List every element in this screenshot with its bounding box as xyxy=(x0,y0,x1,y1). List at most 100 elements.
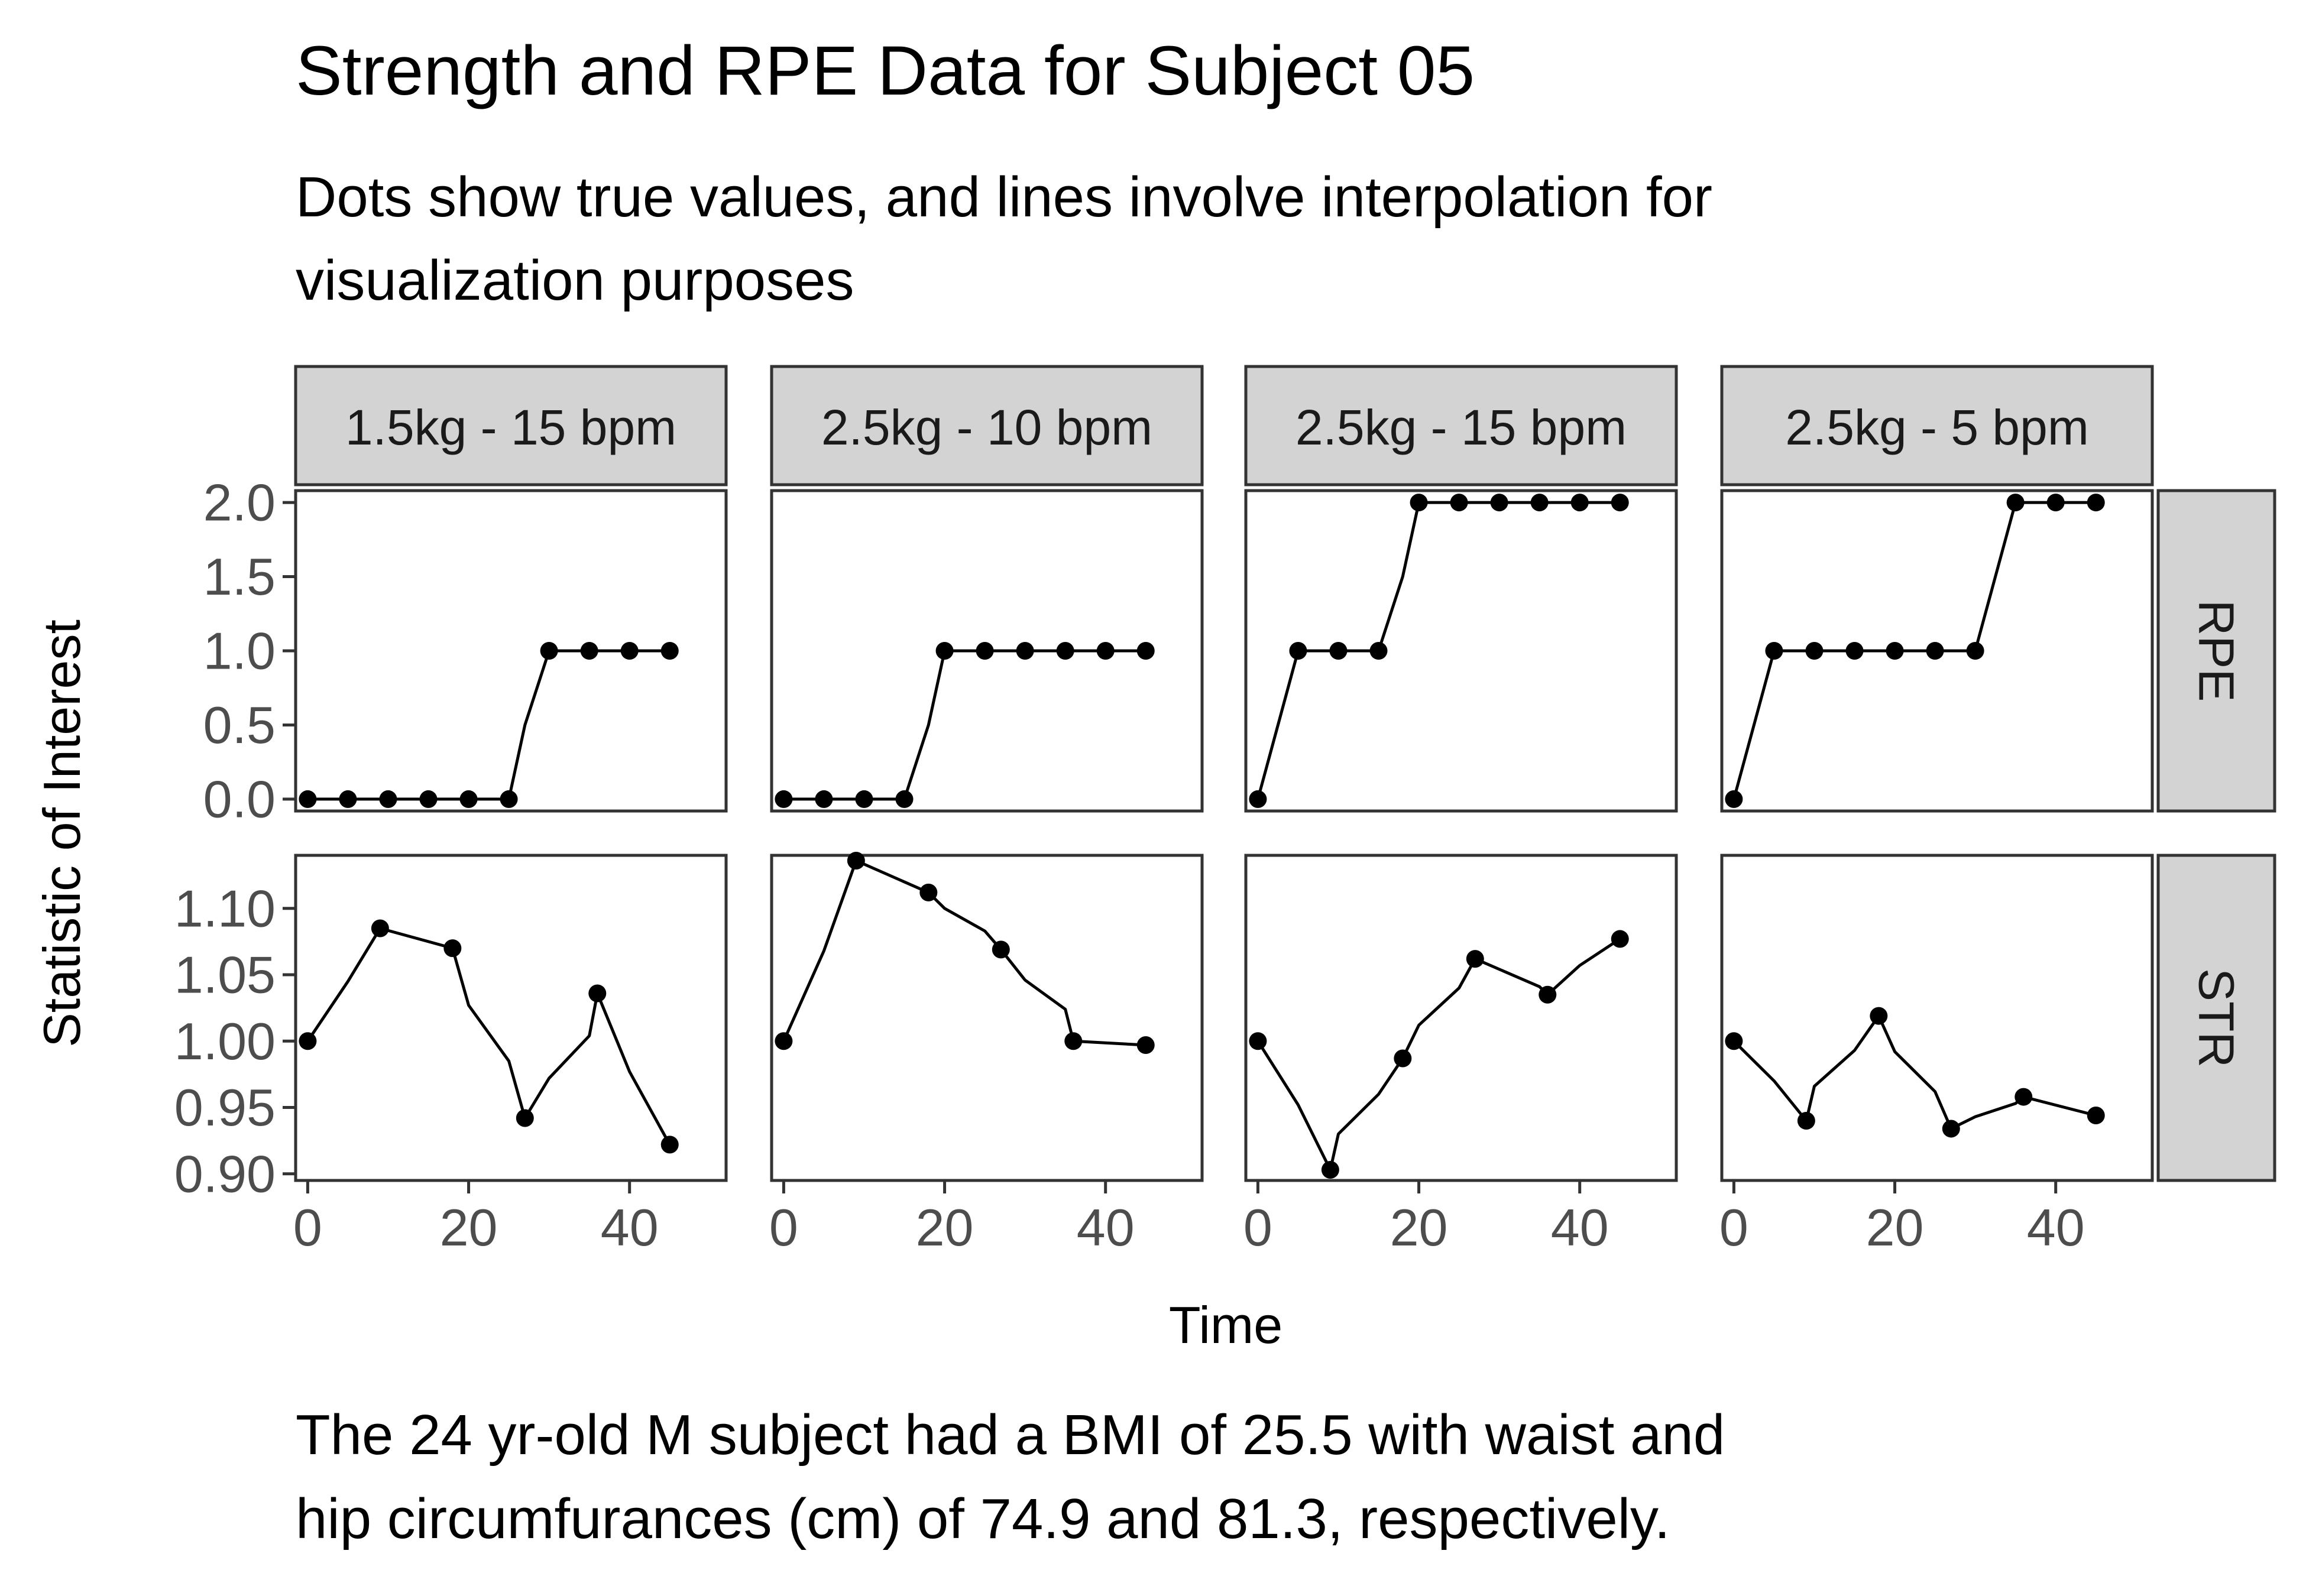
data-point xyxy=(371,919,389,938)
chart-subtitle-line-2: visualization purposes xyxy=(296,249,854,312)
data-point xyxy=(1466,950,1484,968)
data-point xyxy=(1966,642,1984,660)
data-point xyxy=(2087,494,2105,512)
facet-strip-row xyxy=(2156,854,2276,1182)
data-point xyxy=(992,940,1010,959)
facet-strip-column xyxy=(1720,365,2154,486)
facet-strip-column xyxy=(294,365,728,486)
y-tick-label: 2.0 xyxy=(203,473,276,532)
panel-frame xyxy=(770,854,1204,1182)
data-point xyxy=(339,790,357,808)
x-tick-label: 20 xyxy=(440,1198,498,1257)
panel-frame xyxy=(1720,854,2154,1182)
chart-subtitle-line-1: Dots show true values, and lines involve… xyxy=(296,166,1712,229)
data-point xyxy=(1016,642,1034,660)
facet-panels: 1.5kg - 15 bpm 2.5kg - 10 bpm 2.5kg - 15 b… xyxy=(174,365,2276,1257)
data-point xyxy=(2014,1088,2033,1106)
data-point xyxy=(847,851,865,870)
y-tick-label: 0.95 xyxy=(174,1078,276,1137)
series-line xyxy=(1732,501,2096,800)
data-point xyxy=(2046,494,2065,512)
facet-strip-row-label: RPE xyxy=(2189,600,2245,702)
caption-line-1: The 24 yr-old M subject had a BMI of 25.… xyxy=(296,1403,1725,1467)
data-point xyxy=(1845,642,1864,660)
panel-frame xyxy=(1244,854,1678,1182)
x-tick-label: 0 xyxy=(769,1198,798,1257)
data-point xyxy=(419,790,438,808)
data-point xyxy=(1765,642,1783,660)
facet-strip-column xyxy=(1244,365,1678,486)
facet-strip-column-label: 2.5kg - 10 bpm xyxy=(821,400,1152,455)
x-tick-label: 20 xyxy=(1390,1198,1448,1257)
data-point xyxy=(775,1032,793,1050)
y-tick-label: 0.90 xyxy=(174,1144,276,1203)
facet-strip-column-label: 2.5kg - 5 bpm xyxy=(1785,400,2089,455)
y-tick-label: 1.10 xyxy=(174,879,276,938)
data-point xyxy=(1096,642,1115,660)
x-tick-label: 40 xyxy=(1077,1198,1135,1257)
data-point xyxy=(1394,1049,1412,1068)
data-point xyxy=(1289,642,1307,660)
data-point xyxy=(1886,642,1904,660)
x-tick-label: 20 xyxy=(916,1198,974,1257)
facet-strip-row xyxy=(2156,489,2276,813)
data-point xyxy=(1450,494,1468,512)
data-point xyxy=(2006,494,2025,512)
facet-strip-row-label: STR xyxy=(2189,968,2245,1068)
data-point xyxy=(299,1032,317,1050)
data-point xyxy=(1942,1120,1960,1138)
x-tick-label: 0 xyxy=(1243,1198,1272,1257)
data-point xyxy=(620,642,639,660)
facet-panel xyxy=(1720,489,2154,813)
data-point xyxy=(1064,1032,1083,1050)
data-point xyxy=(895,790,914,808)
data-point xyxy=(459,790,478,808)
data-point xyxy=(443,939,462,958)
x-tick-label: 40 xyxy=(1551,1198,1609,1257)
y-tick-label: 1.05 xyxy=(174,946,276,1004)
data-point xyxy=(976,642,994,660)
facet-strip-column xyxy=(770,365,1204,486)
data-point xyxy=(660,1136,679,1154)
x-tick-label: 40 xyxy=(601,1198,659,1257)
data-point xyxy=(1539,985,1557,1004)
data-point xyxy=(540,642,558,660)
data-point xyxy=(580,642,598,660)
facet-panel xyxy=(294,854,728,1182)
data-point xyxy=(919,883,938,901)
data-point xyxy=(500,790,518,808)
y-tick-label: 1.00 xyxy=(174,1012,276,1071)
facet-panel xyxy=(1244,854,1678,1182)
facet-panel xyxy=(770,489,1204,813)
facet-panel xyxy=(770,851,1204,1182)
x-tick-label: 20 xyxy=(1866,1198,1924,1257)
caption-line-2: hip circumfurances (cm) of 74.9 and 81.3… xyxy=(296,1487,1670,1550)
data-point xyxy=(1725,1032,1743,1050)
data-point xyxy=(775,790,793,808)
y-tick-label: 0.5 xyxy=(203,696,276,754)
data-point xyxy=(1611,930,1629,948)
facet-panel xyxy=(1720,854,2154,1182)
data-point xyxy=(2087,1107,2105,1124)
data-point xyxy=(935,642,954,660)
chart-title: Strength and RPE Data for Subject 05 xyxy=(296,32,1475,110)
facet-panel xyxy=(1244,489,1678,813)
data-point xyxy=(660,642,679,660)
data-point xyxy=(299,790,317,808)
data-point xyxy=(1249,1032,1267,1050)
y-tick-label: 1.5 xyxy=(203,547,276,606)
panel-frame xyxy=(294,854,728,1182)
x-axis-title: Time xyxy=(1169,1296,1282,1354)
data-point xyxy=(1369,642,1388,660)
data-point xyxy=(815,790,833,808)
data-point xyxy=(1530,494,1549,512)
data-point xyxy=(1805,642,1824,660)
x-tick-label: 0 xyxy=(1719,1198,1748,1257)
data-point xyxy=(1410,494,1428,512)
series-line xyxy=(782,859,1146,1047)
data-point xyxy=(588,984,607,1003)
data-point xyxy=(516,1109,534,1127)
data-point xyxy=(1136,1036,1155,1055)
data-point xyxy=(1329,642,1348,660)
facet-panel xyxy=(294,489,728,813)
